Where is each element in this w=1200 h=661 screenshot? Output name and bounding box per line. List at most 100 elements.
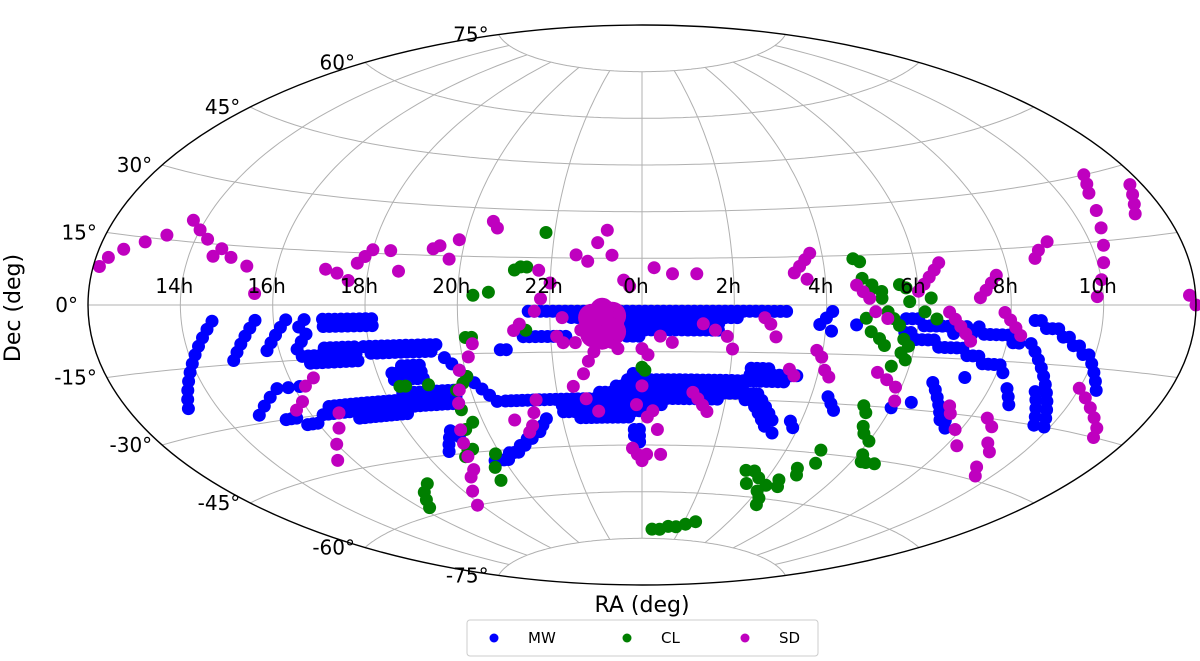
graticule xyxy=(88,34,1196,576)
data-point-sd xyxy=(1090,290,1104,304)
data-point-sd xyxy=(626,441,639,455)
data-point-sd xyxy=(1183,288,1196,302)
data-point-sd xyxy=(1126,188,1140,201)
data-point-sd xyxy=(92,260,106,273)
data-point-mw xyxy=(260,344,274,358)
data-point-sd xyxy=(507,324,521,337)
data-point-sd xyxy=(461,350,475,364)
data-point-sd xyxy=(764,317,778,331)
blob-sd xyxy=(578,297,627,350)
data-point-sd xyxy=(708,323,722,337)
data-point-sd xyxy=(803,246,817,260)
meridian-line xyxy=(704,67,828,543)
data-point-mw xyxy=(181,402,195,416)
data-point-mw xyxy=(904,395,918,409)
data-point-sd xyxy=(591,236,605,250)
data-point-cl xyxy=(748,464,761,478)
blob-part xyxy=(590,325,615,350)
legend: MW CL SD xyxy=(466,619,819,657)
meridian-line xyxy=(774,45,1105,565)
parallel-line xyxy=(498,34,786,73)
data-point-cl xyxy=(539,226,553,239)
data-point-mw xyxy=(270,382,284,396)
data-point-sd xyxy=(452,363,466,377)
ra-tick-labels: 14h 16h 18h 20h 22h 0h 2h 4h 6h 8h 10h xyxy=(155,274,1117,298)
data-point-sd xyxy=(932,256,946,270)
data-point-sd xyxy=(889,380,902,394)
data-point-mw xyxy=(493,343,507,357)
meridian-line xyxy=(673,70,735,540)
data-point-cl xyxy=(393,379,407,393)
data-point-sd xyxy=(392,264,405,278)
data-point-sd xyxy=(534,292,547,306)
data-point-mw xyxy=(1027,418,1041,432)
data-point-sd xyxy=(529,393,543,407)
data-point-sd xyxy=(1087,431,1100,444)
data-point-sd xyxy=(523,425,537,439)
data-point-sd xyxy=(605,248,619,262)
data-point-cl xyxy=(749,498,763,512)
data-point-sd xyxy=(653,329,667,343)
data-point-sd xyxy=(527,304,541,318)
data-point-sd xyxy=(1014,329,1028,342)
data-point-sd xyxy=(466,484,480,498)
data-point-mw xyxy=(765,413,779,427)
data-point-sd xyxy=(1040,235,1054,249)
data-point-sd xyxy=(787,369,801,383)
data-point-sd xyxy=(568,336,582,350)
dec-tick-label: 75° xyxy=(453,23,488,47)
data-point-sd xyxy=(646,404,660,418)
data-point-sd xyxy=(330,437,344,451)
data-point-cl xyxy=(689,515,703,529)
data-point-sd xyxy=(384,244,398,258)
data-point-sd xyxy=(579,392,593,406)
data-point-sd xyxy=(690,267,704,281)
blob-part xyxy=(590,297,615,322)
legend-frame xyxy=(466,619,819,657)
data-point-sd xyxy=(720,329,734,343)
data-point-sd xyxy=(117,242,131,256)
data-point-sd xyxy=(224,250,238,264)
data-point-sd xyxy=(581,254,595,268)
data-point-sd xyxy=(822,370,836,384)
data-point-sd xyxy=(666,267,679,281)
data-point-mw xyxy=(827,403,840,417)
data-point-sd xyxy=(880,373,894,387)
data-point-sd xyxy=(1083,401,1097,415)
data-point-sd xyxy=(471,498,484,512)
data-point-sd xyxy=(442,252,456,266)
data-point-cl xyxy=(903,295,917,309)
ra-tick-label: 20h xyxy=(432,274,470,298)
data-point-cl xyxy=(489,447,502,461)
data-point-sd xyxy=(1189,298,1200,312)
ra-tick-label: 2h xyxy=(716,274,741,298)
data-point-sd xyxy=(457,436,470,450)
data-point-sd xyxy=(555,311,569,325)
meridian-line xyxy=(732,61,920,549)
ra-tick-label: 0h xyxy=(623,274,648,298)
data-point-sd xyxy=(1094,221,1108,235)
data-point-sd xyxy=(982,445,996,459)
data-point-mw xyxy=(826,305,840,318)
data-point-cl xyxy=(899,281,913,295)
data-point-sd xyxy=(950,439,964,453)
data-point-cl xyxy=(875,291,889,305)
data-point-sd xyxy=(630,398,643,412)
data-point-sd xyxy=(623,279,637,293)
data-point-sd xyxy=(201,232,215,246)
legend-items: MW CL SD xyxy=(489,629,800,647)
data-point-sd xyxy=(665,335,679,349)
ra-tick-label: 8h xyxy=(993,274,1018,298)
data-point-cl xyxy=(809,456,823,470)
data-point-sd xyxy=(465,337,479,351)
data-point-mw xyxy=(279,413,293,427)
data-point-cl xyxy=(853,255,867,269)
data-point-sd xyxy=(1127,197,1141,211)
data-point-sd xyxy=(948,423,962,436)
y-axis-label: Dec (deg) xyxy=(1,254,26,362)
data-point-mw xyxy=(938,421,952,435)
data-point-sd xyxy=(696,317,710,331)
dec-tick-label: -75° xyxy=(446,564,489,588)
data-point-sd xyxy=(1031,243,1045,257)
meridian-line xyxy=(456,67,580,543)
